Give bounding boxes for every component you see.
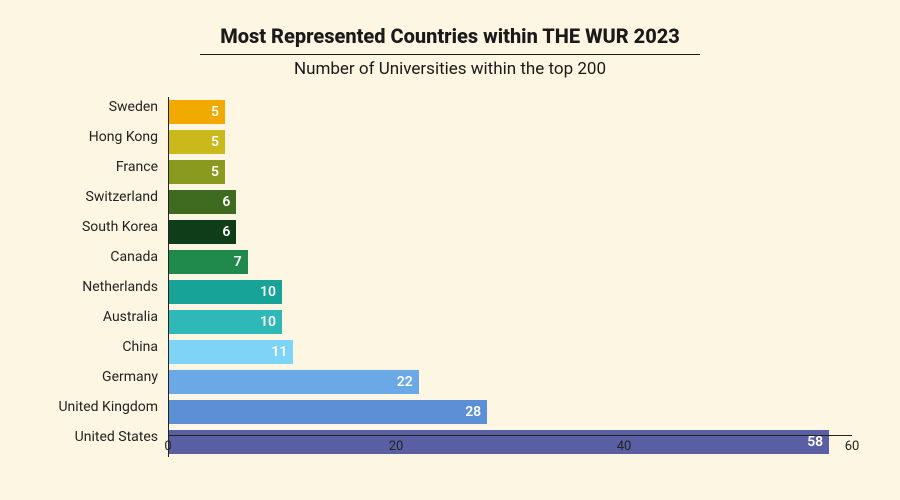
y-axis-label: Netherlands	[48, 280, 168, 304]
chart-area: Sweden Hong Kong France Switzerland South Ko…	[48, 97, 852, 457]
bar: 5	[168, 160, 225, 184]
bar: 6	[168, 190, 236, 214]
y-axis-label: United Kingdom	[48, 400, 168, 424]
x-axis-tick: 20	[389, 439, 404, 454]
x-axis-line	[168, 435, 852, 436]
bar-row: 11	[168, 340, 852, 364]
y-axis-label: Germany	[48, 370, 168, 394]
bar-row: 28	[168, 400, 852, 424]
x-axis-tick: 0	[164, 439, 171, 454]
bar: 22	[168, 370, 419, 394]
bar-row: 5	[168, 160, 852, 184]
x-axis: 0204060	[168, 435, 852, 459]
bar-row: 10	[168, 310, 852, 334]
bar: 28	[168, 400, 487, 424]
chart-title: Most Represented Countries within THE WU…	[220, 24, 680, 48]
y-axis-label: Australia	[48, 310, 168, 334]
bar: 11	[168, 340, 293, 364]
y-axis-label: Hong Kong	[48, 130, 168, 154]
bar-row: 10	[168, 280, 852, 304]
y-axis-label: France	[48, 160, 168, 184]
title-underline	[200, 54, 700, 55]
y-axis-label: Sweden	[48, 100, 168, 124]
bar: 10	[168, 310, 282, 334]
y-axis-label: South Korea	[48, 220, 168, 244]
bar: 5	[168, 130, 225, 154]
y-axis-label: United States	[48, 430, 168, 454]
bar-row: 22	[168, 370, 852, 394]
bar-row: 7	[168, 250, 852, 274]
chart-canvas: Most Represented Countries within THE WU…	[0, 0, 900, 500]
x-axis-tick: 40	[617, 439, 632, 454]
bar: 5	[168, 100, 225, 124]
y-axis-line	[168, 97, 169, 457]
y-axis-labels: Sweden Hong Kong France Switzerland South Ko…	[48, 97, 168, 457]
title-block: Most Represented Countries within THE WU…	[48, 24, 852, 79]
bar: 10	[168, 280, 282, 304]
bar-row: 5	[168, 130, 852, 154]
bar-row: 6	[168, 190, 852, 214]
y-axis-label: Canada	[48, 250, 168, 274]
y-axis-label: China	[48, 340, 168, 364]
chart-subtitle: Number of Universities within the top 20…	[48, 59, 852, 79]
y-axis-label: Switzerland	[48, 190, 168, 214]
bar: 7	[168, 250, 248, 274]
bar-row: 6	[168, 220, 852, 244]
x-axis-tick: 60	[845, 439, 860, 454]
bar-row: 5	[168, 100, 852, 124]
bars-container: 555667101011222858	[168, 97, 852, 457]
bar: 6	[168, 220, 236, 244]
